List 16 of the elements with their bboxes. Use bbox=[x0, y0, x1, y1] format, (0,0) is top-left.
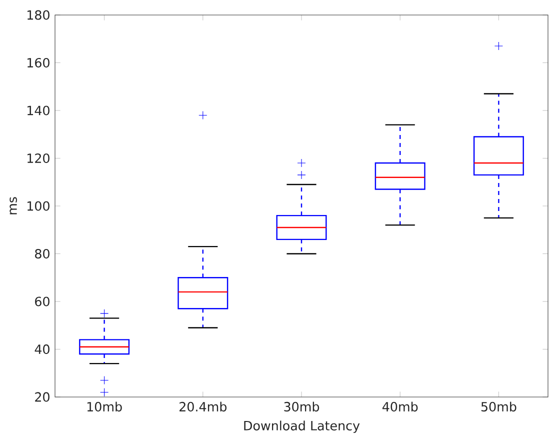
x-tick-label: 10mb bbox=[87, 402, 122, 412]
x-tick-label: 40mb bbox=[382, 402, 418, 412]
x-tick-label: 50mb bbox=[481, 402, 516, 412]
x-axis-title: Download Latency bbox=[244, 420, 360, 433]
x-tick-label: 20.4mb bbox=[180, 402, 227, 412]
y-axis-title: ms bbox=[10, 197, 17, 214]
y-tick-label: 120 bbox=[28, 153, 50, 164]
y-tick-label: 180 bbox=[28, 10, 50, 20]
y-tick-label: 80 bbox=[35, 248, 50, 259]
y-tick-label: 160 bbox=[28, 58, 50, 68]
y-tick-label: 40 bbox=[34, 344, 50, 354]
y-tick-label: 100 bbox=[28, 201, 50, 211]
x-tick-label: 30mb bbox=[284, 402, 320, 412]
y-tick-label: 20 bbox=[35, 392, 50, 402]
y-tick-label: 60 bbox=[35, 296, 50, 306]
y-tick-label: 140 bbox=[28, 106, 50, 116]
